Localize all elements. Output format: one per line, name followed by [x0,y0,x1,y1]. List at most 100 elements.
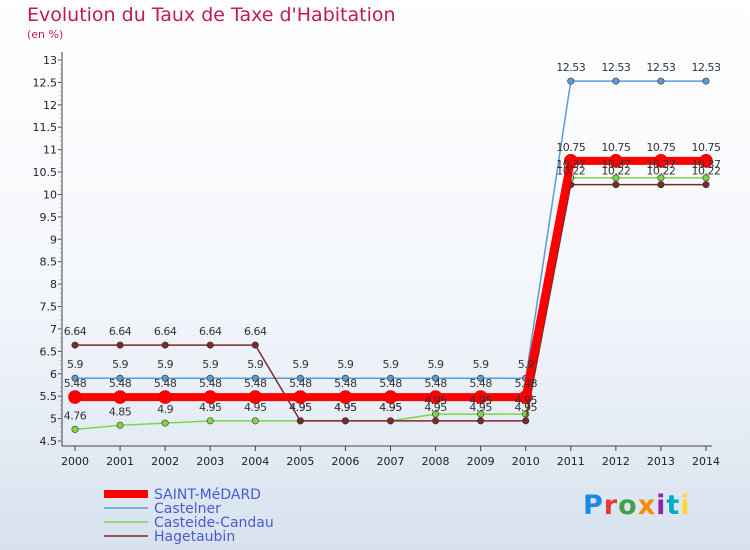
data-label: 4.76 [64,409,87,422]
data-label: 5.48 [424,377,447,390]
data-point [699,154,713,168]
y-tick-label: 7.5 [40,301,58,314]
data-point [71,374,79,382]
data-label: 4.95 [514,401,537,414]
data-point [158,390,172,404]
legend-label: Casteide-Candau [154,515,274,531]
data-point [432,374,440,382]
data-point [71,425,79,433]
y-tick-label: 8 [50,278,57,291]
data-label: 5.48 [514,377,537,390]
y-tick-label: 11.5 [33,121,58,134]
y-tick-label: 12.5 [33,76,58,89]
y-tick-label: 9.5 [40,211,58,224]
data-label: 5.9 [247,358,263,371]
data-label: 4.95 [334,401,357,414]
data-point [432,417,440,425]
y-tick-label: 7 [50,323,57,336]
y-tick-label: 9 [50,233,57,246]
data-label: 12.53 [601,61,630,74]
legend-label: Hagetaubin [154,529,235,545]
x-tick-label: 2011 [557,455,585,468]
data-label: 4.95 [469,394,492,407]
data-point [206,417,214,425]
data-label: 4.9 [157,403,173,416]
data-label: 4.95 [514,394,537,407]
data-point [338,390,353,404]
proxiti-logo: Proxiti [583,490,691,521]
data-point [477,374,485,382]
data-label: 5.9 [383,358,399,371]
data-label: 4.95 [379,401,402,414]
data-label: 5.48 [109,377,132,390]
x-tick-label: 2009 [467,455,495,468]
legend-label: Castelner [154,501,221,517]
data-label: 6.64 [154,325,177,338]
data-point [428,390,443,404]
data-point [612,77,620,85]
data-point [383,390,398,404]
data-label: 5.48 [64,377,87,390]
data-point [612,181,620,189]
data-point [473,390,488,404]
data-label: 10.37 [692,158,721,171]
y-tick-label: 8.5 [40,256,58,269]
data-label: 5.9 [202,358,218,371]
x-tick-label: 2004 [241,455,269,468]
data-point [702,181,710,189]
data-point [296,374,304,382]
data-label: 10.22 [692,165,721,178]
data-label: 4.95 [424,401,447,414]
data-label: 12.53 [692,61,721,74]
data-point [296,417,304,425]
data-label: 12.53 [556,61,585,74]
data-point [161,374,169,382]
data-point [161,341,169,349]
data-label: 5.48 [199,377,222,390]
data-label: 5.48 [469,377,492,390]
data-label: 4.95 [334,401,357,414]
x-tick-label: 2008 [422,455,450,468]
data-label: 5.48 [379,377,402,390]
data-label: 10.22 [556,165,585,178]
x-tick-label: 2010 [512,455,540,468]
data-point [161,419,169,427]
data-point [206,374,214,382]
x-tick-label: 2000 [61,455,89,468]
data-point [702,77,710,85]
data-label: 4.95 [424,394,447,407]
data-label: 12.53 [646,61,675,74]
data-point [251,374,259,382]
data-label: 10.22 [601,165,630,178]
data-label: 6.64 [64,325,87,338]
chart-subtitle: (en %) [27,28,64,41]
data-point [341,374,349,382]
data-label: 6.64 [199,325,222,338]
data-point [612,174,620,182]
data-label: 5.48 [154,377,177,390]
data-label: 10.37 [556,158,585,171]
data-point [251,341,259,349]
y-tick-label: 4.5 [40,435,58,448]
data-point [116,341,124,349]
data-point [657,77,665,85]
data-label: 5.9 [112,358,128,371]
x-tick-label: 2013 [647,455,675,468]
y-tick-label: 10.5 [33,166,58,179]
y-tick-label: 6.5 [40,345,58,358]
data-point [71,341,79,349]
data-label: 5.9 [473,358,489,371]
y-tick-label: 5 [50,413,57,426]
data-point [203,390,218,404]
data-point [657,174,665,182]
data-label: 5.48 [244,377,267,390]
data-point [113,390,127,404]
data-label: 4.95 [199,401,222,414]
data-point [477,410,485,418]
data-label: 4.95 [289,401,312,414]
data-label: 10.75 [601,141,630,154]
chart-title: Evolution du Taux de Taxe d'Habitation [27,4,396,26]
data-point [251,417,259,425]
data-label: 10.75 [556,141,585,154]
